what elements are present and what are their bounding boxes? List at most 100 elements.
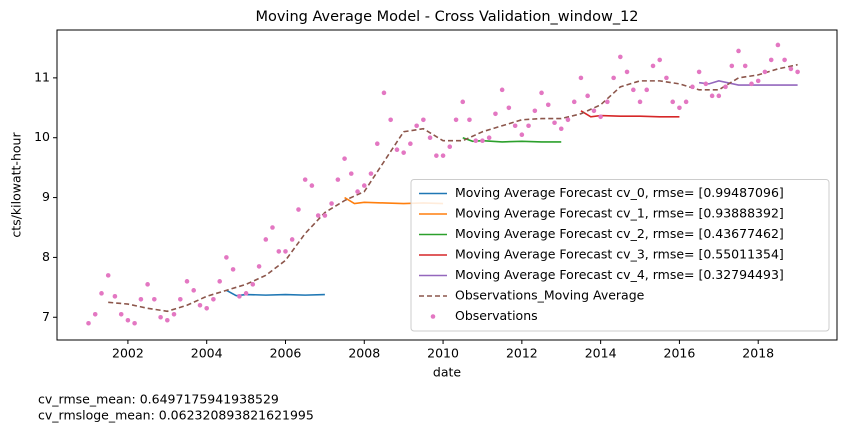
observation-point bbox=[598, 114, 603, 120]
observation-point bbox=[335, 177, 341, 182]
observation-point bbox=[571, 99, 577, 105]
legend-label: Observations_Moving Average bbox=[455, 288, 645, 303]
observation-point bbox=[138, 297, 144, 302]
observation-point bbox=[348, 171, 354, 176]
y-tick-label: 7 bbox=[42, 309, 50, 324]
observation-point bbox=[99, 291, 104, 296]
observation-point bbox=[690, 84, 695, 90]
observation-point bbox=[637, 99, 643, 105]
observation-point bbox=[355, 189, 360, 194]
observation-point bbox=[506, 105, 512, 111]
x-tick-label: 2008 bbox=[348, 346, 380, 361]
observation-point bbox=[532, 108, 538, 114]
observation-point bbox=[276, 249, 282, 254]
observation-point bbox=[263, 237, 269, 242]
observation-point bbox=[283, 249, 288, 254]
observation-point bbox=[480, 138, 485, 144]
observation-point bbox=[526, 123, 531, 129]
observation-point bbox=[211, 297, 216, 302]
observation-point bbox=[670, 99, 676, 105]
observation-point bbox=[152, 297, 157, 302]
observation-point bbox=[644, 87, 650, 93]
legend-label: Moving Average Forecast cv_3, rmse= [0.5… bbox=[455, 247, 784, 262]
observation-point bbox=[342, 156, 347, 161]
observation-point bbox=[585, 93, 590, 99]
observation-point bbox=[512, 123, 518, 129]
observation-point bbox=[545, 102, 551, 108]
observation-point bbox=[749, 81, 754, 87]
observation-point bbox=[132, 320, 137, 326]
observation-point bbox=[125, 317, 131, 323]
annotation: cv_rmse_mean: 0.6497175941938529 bbox=[38, 392, 279, 407]
observation-point bbox=[329, 201, 334, 206]
observation-point bbox=[296, 207, 301, 212]
observation-point bbox=[414, 123, 419, 129]
x-tick-label: 2012 bbox=[506, 346, 538, 361]
moving-average-line bbox=[108, 63, 798, 313]
observation-point bbox=[224, 255, 229, 260]
observation-point bbox=[729, 63, 735, 69]
observation-point bbox=[539, 90, 544, 96]
observation-point bbox=[178, 297, 183, 302]
observation-point bbox=[361, 183, 367, 188]
x-axis-label: date bbox=[433, 365, 461, 380]
observation-point bbox=[723, 84, 728, 90]
observation-point bbox=[736, 48, 741, 54]
observation-point bbox=[558, 126, 564, 132]
observation-point bbox=[677, 105, 682, 111]
legend-label: Observations bbox=[455, 308, 538, 323]
observation-point bbox=[775, 42, 781, 48]
observation-point bbox=[611, 75, 616, 81]
observation-point bbox=[289, 237, 295, 242]
observation-point bbox=[782, 57, 787, 63]
legend-marker bbox=[430, 314, 436, 319]
observation-point bbox=[394, 147, 400, 152]
observation-point bbox=[657, 57, 663, 63]
observation-point bbox=[631, 87, 636, 93]
observation-point bbox=[374, 141, 380, 147]
observation-point bbox=[92, 311, 98, 317]
observation-point bbox=[716, 93, 722, 99]
legend: Moving Average Forecast cv_0, rmse= [0.9… bbox=[410, 179, 830, 332]
legend-box bbox=[410, 179, 830, 332]
observation-point bbox=[105, 273, 111, 278]
legend-label: Moving Average Forecast cv_4, rmse= [0.3… bbox=[455, 267, 784, 282]
forecast-line bbox=[226, 289, 325, 297]
observation-point bbox=[591, 108, 597, 114]
observation-point bbox=[401, 150, 406, 155]
observation-point bbox=[755, 78, 761, 84]
observation-point bbox=[237, 294, 242, 299]
observation-point bbox=[388, 117, 393, 123]
observation-point bbox=[427, 135, 433, 141]
observation-point bbox=[302, 177, 308, 182]
y-tick-label: 11 bbox=[34, 69, 50, 84]
observation-point bbox=[440, 153, 446, 158]
y-axis-label: cts/kilowatt-hour bbox=[9, 132, 24, 238]
observation-point bbox=[683, 99, 689, 105]
observation-point bbox=[453, 117, 459, 123]
y-tick-label: 9 bbox=[42, 189, 50, 204]
observation-point bbox=[315, 213, 321, 218]
observation-point bbox=[158, 314, 163, 320]
observation-point bbox=[118, 311, 124, 317]
observation-point bbox=[618, 54, 623, 60]
observation-point bbox=[408, 141, 413, 147]
observation-point bbox=[742, 63, 748, 69]
observation-point bbox=[709, 93, 715, 99]
x-tick-label: 2010 bbox=[427, 346, 459, 361]
observation-point bbox=[368, 171, 374, 176]
observation-point bbox=[197, 302, 203, 308]
x-tick-label: 2006 bbox=[270, 346, 302, 361]
y-tick-label: 10 bbox=[34, 129, 50, 144]
observation-point bbox=[421, 117, 426, 123]
annotation: cv_rmsloge_mean: 0.062320893821621995 bbox=[38, 408, 314, 423]
observation-point bbox=[473, 138, 479, 144]
observation-point bbox=[486, 135, 492, 141]
x-tick-label: 2002 bbox=[112, 346, 144, 361]
observation-point bbox=[650, 63, 656, 69]
observation-point bbox=[493, 111, 498, 117]
x-tick-label: 2004 bbox=[191, 346, 223, 361]
observation-point bbox=[171, 311, 177, 317]
plot-frame bbox=[56, 29, 838, 341]
observation-point bbox=[270, 225, 275, 230]
